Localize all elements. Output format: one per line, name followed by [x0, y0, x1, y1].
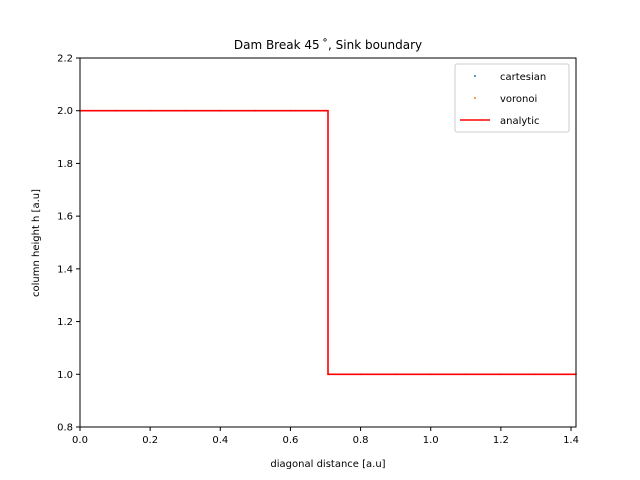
y-axis-label: column height h [a.u] — [31, 189, 42, 297]
legend-box — [454, 63, 570, 133]
legend-label-voronoi: voronoi — [500, 94, 537, 105]
y-tick-label: 1.6 — [57, 212, 73, 223]
y-tick-label: 1.8 — [57, 159, 73, 170]
series-line-analytic — [80, 109, 576, 376]
x-tick-label: 0.2 — [142, 435, 158, 446]
legend-swatch-voronoi — [474, 97, 476, 99]
x-tick-label: 0.6 — [282, 435, 298, 446]
y-tick-label: 1.0 — [57, 370, 73, 381]
x-tick-label: 0.0 — [72, 435, 88, 446]
x-tick-label: 1.0 — [423, 435, 439, 446]
x-tick-label: 0.4 — [212, 435, 228, 446]
y-tick-label: 0.8 — [57, 423, 73, 434]
axes: 0.0 0.2 0.4 0.6 0.8 1.0 1.2 1.4 0.8 1.0 1.2 1.4 1.6 1… — [57, 54, 579, 447]
y-tick-label: 2.0 — [57, 106, 73, 117]
axes-frame — [79, 57, 577, 428]
x-tick-label: 1.2 — [493, 435, 509, 446]
x-tick-label: 1.4 — [563, 435, 579, 446]
y-tick-label: 1.4 — [57, 264, 73, 275]
y-tick-label: 1.2 — [57, 317, 73, 328]
x-axis-label: diagonal distance [a.u] — [270, 459, 385, 470]
legend-label-analytic: analytic — [500, 116, 540, 127]
x-tick-label: 0.8 — [353, 435, 369, 446]
legend: cartesian voronoi analytic — [454, 63, 570, 133]
legend-label-cartesian: cartesian — [500, 72, 546, 83]
legend-swatch-cartesian — [474, 75, 476, 77]
y-tick-label: 2.2 — [57, 54, 73, 65]
chart-marks — [79, 109, 577, 376]
chart-title: Dam Break 45 ˚, Sink boundary — [234, 37, 422, 52]
